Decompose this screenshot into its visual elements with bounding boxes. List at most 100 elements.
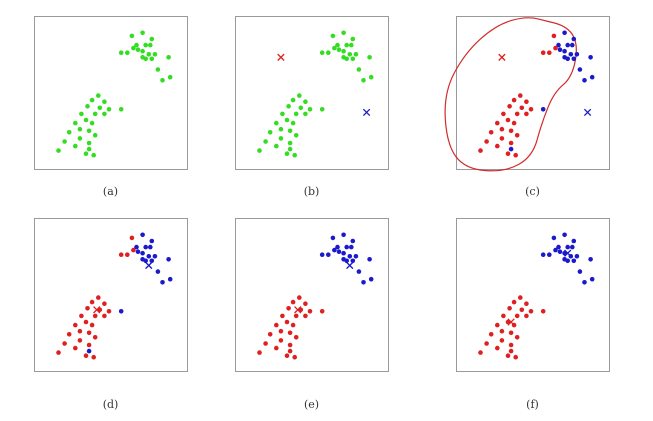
- data-point: [125, 50, 130, 55]
- data-point: [574, 52, 580, 57]
- scatter-panel: (e): [235, 218, 389, 411]
- data-point: [557, 47, 563, 52]
- data-point: [263, 139, 268, 144]
- data-point: [556, 42, 561, 48]
- data-point: [582, 280, 587, 285]
- data-point: [149, 258, 155, 264]
- data-point: [511, 299, 517, 305]
- data-point: [582, 78, 587, 83]
- data-point: [350, 238, 356, 244]
- data-point: [336, 47, 342, 52]
- data-point: [167, 276, 173, 282]
- data-point: [79, 111, 84, 117]
- data-point: [347, 253, 353, 259]
- data-point: [319, 252, 325, 257]
- data-point: [330, 33, 336, 39]
- data-point: [125, 252, 130, 257]
- data-point: [66, 332, 72, 337]
- data-point: [86, 140, 92, 146]
- data-point: [341, 232, 346, 238]
- data-point: [274, 322, 279, 328]
- data-point: [553, 45, 558, 51]
- data-point: [367, 55, 372, 60]
- data-point: [284, 353, 290, 359]
- data-point: [368, 74, 374, 80]
- data-point: [344, 56, 350, 62]
- data-point: [287, 140, 293, 146]
- panel-frame: [235, 16, 389, 170]
- data-point: [83, 353, 89, 359]
- data-point: [143, 258, 148, 264]
- data-point: [565, 42, 570, 48]
- data-point: [508, 146, 514, 152]
- data-point: [143, 244, 148, 250]
- data-point: [557, 249, 563, 254]
- data-point: [519, 105, 525, 111]
- data-point: [514, 111, 520, 117]
- data-point: [514, 313, 520, 319]
- scatter-panel: (f): [456, 218, 610, 411]
- data-point: [148, 42, 153, 48]
- data-point: [508, 348, 514, 354]
- data-point: [556, 244, 561, 250]
- data-point: [350, 36, 356, 42]
- data-point: [508, 342, 514, 348]
- data-point: [102, 99, 107, 104]
- data-point: [167, 74, 173, 80]
- data-point: [495, 345, 500, 351]
- data-point: [505, 151, 511, 156]
- scatter-panel: (d): [34, 218, 188, 411]
- data-point: [293, 313, 299, 319]
- data-point: [89, 120, 95, 126]
- data-point: [274, 345, 279, 351]
- data-point: [577, 67, 583, 72]
- data-point: [303, 99, 308, 104]
- data-point: [146, 52, 152, 57]
- data-point: [547, 252, 552, 257]
- data-point: [73, 120, 78, 126]
- panel-frame: [456, 218, 610, 372]
- data-point: [514, 133, 520, 138]
- data-point: [319, 309, 325, 314]
- data-point: [77, 338, 83, 343]
- panel-caption: (f): [526, 398, 539, 411]
- data-point: [350, 258, 356, 264]
- panel-frame: [456, 16, 610, 170]
- data-point: [85, 306, 90, 311]
- data-point: [499, 338, 505, 343]
- panel-caption: (e): [304, 398, 319, 411]
- data-point: [91, 152, 96, 158]
- data-point: [353, 253, 359, 259]
- data-point: [344, 258, 350, 264]
- data-point: [86, 342, 92, 348]
- centroid-marker: [564, 249, 572, 257]
- centroid-marker: [346, 261, 354, 270]
- scatter-panel: (a): [34, 16, 188, 198]
- data-point: [274, 143, 279, 149]
- data-point: [97, 105, 103, 111]
- data-point: [155, 67, 161, 72]
- data-point: [284, 319, 290, 325]
- centroid-marker: [498, 53, 506, 61]
- data-point: [571, 238, 577, 244]
- data-point: [86, 348, 92, 354]
- data-point: [298, 105, 304, 111]
- data-point: [335, 244, 340, 250]
- data-point: [565, 244, 570, 250]
- data-point: [518, 93, 523, 98]
- data-point: [589, 74, 595, 80]
- data-point: [540, 50, 546, 55]
- data-point: [540, 309, 546, 314]
- data-point: [570, 42, 575, 48]
- data-point: [129, 235, 135, 241]
- data-point: [135, 47, 141, 52]
- data-point: [257, 350, 262, 355]
- data-point: [278, 136, 284, 141]
- data-point: [501, 313, 506, 319]
- data-point: [152, 52, 158, 57]
- data-point: [160, 280, 165, 285]
- data-point: [326, 252, 331, 257]
- data-point: [356, 269, 362, 274]
- panel-frame: [34, 16, 188, 170]
